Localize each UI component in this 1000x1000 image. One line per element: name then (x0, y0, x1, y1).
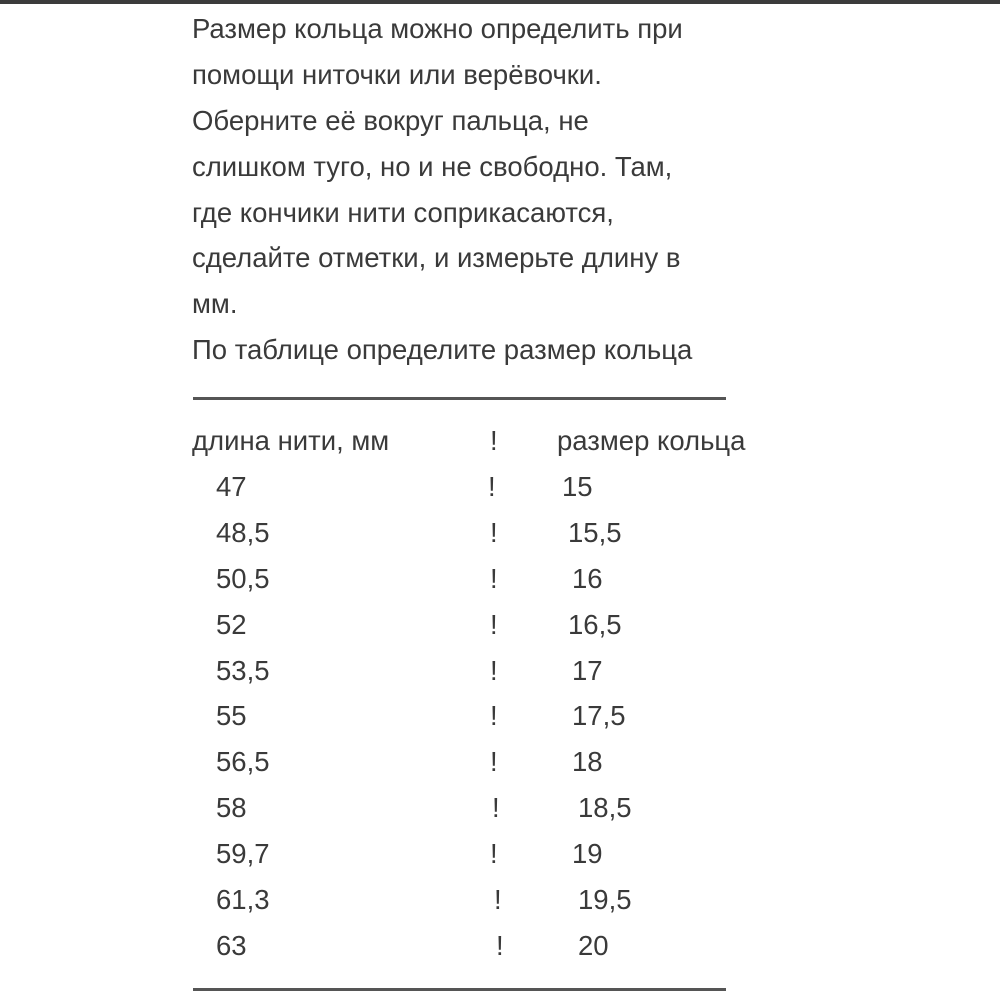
length-cell: 63 (216, 929, 247, 961)
text-line: помощи ниточки или верёвочки. (192, 58, 602, 90)
divider-cell: ! (490, 838, 498, 870)
size-cell: 15 (562, 471, 593, 502)
length-cell: 56,5 (216, 746, 270, 778)
length-cell: 61,3 (216, 884, 270, 916)
size-cell: 17 (572, 654, 603, 686)
text-line: Оберните её вокруг пальца, не (192, 104, 589, 136)
divider-cell: ! (490, 516, 498, 548)
length-cell: 47 (216, 471, 247, 502)
divider-cell: ! (490, 654, 498, 686)
size-cell: 17,5 (572, 700, 626, 732)
length-cell: 55 (216, 700, 247, 732)
text-line: слишком туго, но и не свободно. Там, (192, 150, 673, 182)
bottom-separator (193, 988, 726, 991)
size-cell: 19,5 (578, 884, 632, 916)
size-cell: 19 (572, 838, 603, 870)
divider-cell: ! (496, 929, 504, 961)
divider-cell: ! (492, 792, 500, 824)
length-cell: 50,5 (216, 562, 270, 594)
top-bar (0, 0, 1000, 4)
text-line: где кончики нити соприкасаются, (192, 196, 614, 228)
length-cell: 53,5 (216, 654, 270, 686)
text-line: мм. (192, 288, 238, 320)
size-cell: 15,5 (568, 516, 622, 548)
divider-cell: ! (490, 746, 498, 778)
length-cell: 48,5 (216, 516, 270, 548)
text-line: Размер кольца можно определить при (192, 13, 683, 44)
header-divider: ! (490, 425, 498, 456)
length-cell: 58 (216, 792, 247, 824)
size-cell: 16 (572, 562, 603, 594)
length-cell: 59,7 (216, 838, 270, 870)
header-length: длина нити, мм (192, 425, 390, 456)
divider-cell: ! (488, 471, 496, 502)
size-cell: 18 (572, 746, 603, 778)
top-separator (193, 397, 726, 400)
table-header: длина нити, мм ! размер кольца (192, 418, 892, 464)
divider-cell: ! (494, 884, 502, 916)
divider-cell: ! (490, 608, 498, 640)
text-line: По таблице определите размер кольца (192, 334, 693, 366)
text-line: сделайте отметки, и измерьте длину в (192, 242, 681, 274)
instructions-text: Размер кольца можно определить при помощ… (192, 6, 692, 373)
divider-cell: ! (490, 700, 498, 732)
divider-cell: ! (490, 562, 498, 594)
size-cell: 16,5 (568, 608, 622, 640)
size-cell: 18,5 (578, 792, 632, 824)
header-size: размер кольца (557, 425, 746, 456)
size-cell: 20 (578, 929, 609, 961)
length-cell: 52 (216, 608, 247, 640)
